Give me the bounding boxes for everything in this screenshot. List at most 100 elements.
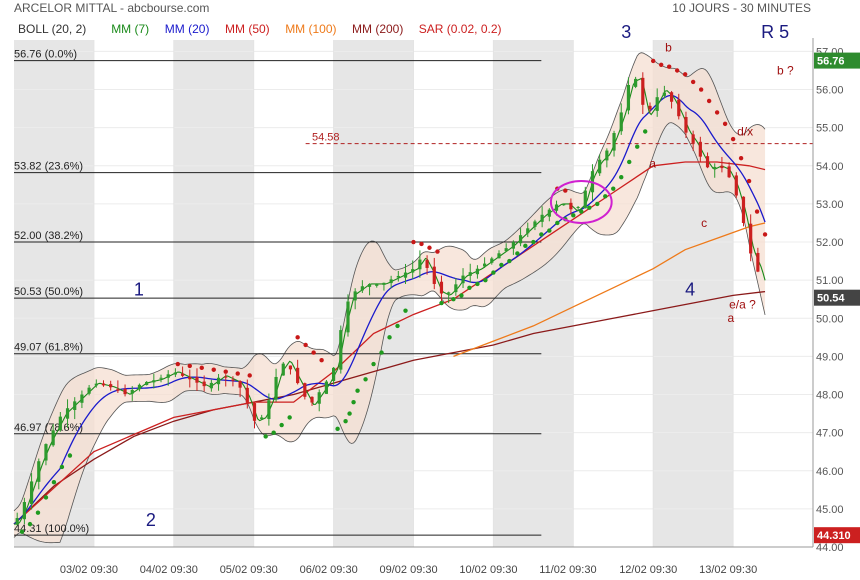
candle-body: [22, 502, 26, 520]
candle-body: [317, 392, 321, 404]
candle-body: [209, 382, 213, 389]
candle-body: [677, 99, 681, 117]
candle-body: [734, 175, 738, 196]
sar-dot-up: [587, 205, 592, 210]
candle-body: [504, 248, 508, 252]
candle-body: [425, 259, 429, 268]
wave-label: e/a ?: [729, 298, 756, 312]
candle-body: [231, 379, 235, 381]
sar-dot-up: [403, 308, 408, 313]
sar-dot-up: [43, 495, 49, 500]
candle-body: [375, 283, 379, 286]
sar-dot-up: [271, 430, 276, 435]
sar-dot-down: [651, 58, 656, 64]
reference-line-label: 54.58: [312, 132, 340, 144]
wave-label: b ?: [777, 63, 794, 77]
x-tick-label: 11/02 09:30: [539, 564, 596, 576]
chart-title: ARCELOR MITTAL - abcbourse.com: [14, 1, 210, 15]
candle-body: [51, 430, 55, 446]
fib-label: 56.76 (0.0%): [14, 49, 77, 61]
sar-dot-up: [595, 201, 600, 207]
sar-dot-down: [706, 98, 712, 104]
highlight-circle: [549, 180, 613, 224]
candle-body: [439, 281, 444, 294]
price-tag-bg: [814, 527, 860, 544]
chart-period: 10 JOURS - 30 MINUTES: [672, 1, 811, 15]
y-tick-label: 51.00: [816, 275, 844, 287]
legend-item-4: MM (100): [285, 22, 336, 36]
sar-dot-up: [363, 377, 368, 382]
candle-body: [346, 301, 350, 333]
candle-body: [274, 376, 278, 400]
x-tick-label: 12/02 09:30: [619, 564, 677, 576]
y-tick-label: 46.00: [816, 466, 844, 478]
x-tick-label: 03/02 09:30: [60, 564, 118, 576]
candle-body: [562, 203, 566, 206]
wave-label: d/x: [737, 124, 753, 138]
candle-body: [123, 388, 127, 395]
wave-label: c: [701, 216, 707, 230]
candle-body: [80, 394, 84, 403]
sar-dot-up: [335, 426, 340, 432]
x-tick-label: 13/02 09:30: [699, 564, 757, 576]
price-tag-bg: [814, 52, 860, 69]
x-tick-label: 06/02 09:30: [300, 564, 358, 576]
sar-dot-up: [67, 453, 73, 458]
sar-dot-down: [175, 361, 180, 367]
candle-body: [468, 272, 472, 276]
candle-body: [497, 253, 501, 259]
candle-body: [533, 221, 537, 227]
candle-body: [418, 259, 422, 270]
sar-dot-down: [682, 72, 688, 77]
candle-body: [396, 275, 400, 278]
price-tag: 56.76: [814, 52, 860, 69]
sar-dot-down: [690, 79, 696, 85]
candle-body: [655, 97, 659, 111]
candle-body: [576, 206, 580, 208]
sar-dot-up: [507, 258, 512, 264]
sar-dot-up: [343, 419, 348, 424]
candle-body: [137, 384, 142, 390]
wave-label: 1: [134, 279, 144, 299]
wave-label: 4: [685, 279, 695, 299]
wave-label: a: [728, 311, 735, 325]
candle-body: [403, 272, 408, 278]
candle-body: [461, 275, 465, 284]
legend-item-5: MM (200): [352, 22, 403, 36]
candle-body: [332, 367, 336, 381]
sar-dot-up: [279, 422, 284, 428]
sar-dot-up: [19, 529, 25, 534]
sar-dot-up: [59, 464, 65, 470]
day-band-1: [173, 40, 254, 547]
sar-dot-up: [51, 479, 57, 485]
candle-body: [188, 376, 192, 380]
candle-body: [195, 377, 199, 383]
candle-body: [662, 92, 666, 96]
candle-body: [626, 84, 631, 111]
sar-dot-down: [738, 155, 744, 161]
sar-dot-up: [515, 251, 520, 256]
x-tick-label: 04/02 09:30: [140, 564, 198, 576]
sar-dot-down: [658, 62, 664, 67]
candle-body: [281, 363, 285, 376]
sar-dot-down: [714, 110, 720, 115]
candle-body: [245, 387, 249, 403]
bollinger-upper: [13, 52, 766, 512]
candle-body: [260, 417, 264, 420]
y-tick-label: 55.00: [816, 123, 844, 135]
y-tick-label: 52.00: [816, 237, 844, 249]
candle-body: [367, 283, 372, 287]
y-tick-label: 53.00: [816, 199, 844, 211]
candle-body: [641, 77, 645, 105]
sar-dot-up: [627, 159, 632, 165]
y-tick-label: 48.00: [816, 390, 844, 402]
candle-body: [483, 263, 487, 267]
wave-label: R 5: [761, 22, 789, 42]
candle-body: [547, 209, 551, 217]
x-tick-label: 09/02 09:30: [380, 564, 438, 576]
candle-body: [87, 387, 91, 394]
sar-dot-up: [579, 209, 584, 214]
sar-dot-down: [730, 136, 736, 142]
sar-dot-down: [754, 209, 760, 214]
fib-label: 44.31 (100.0%): [14, 523, 89, 535]
